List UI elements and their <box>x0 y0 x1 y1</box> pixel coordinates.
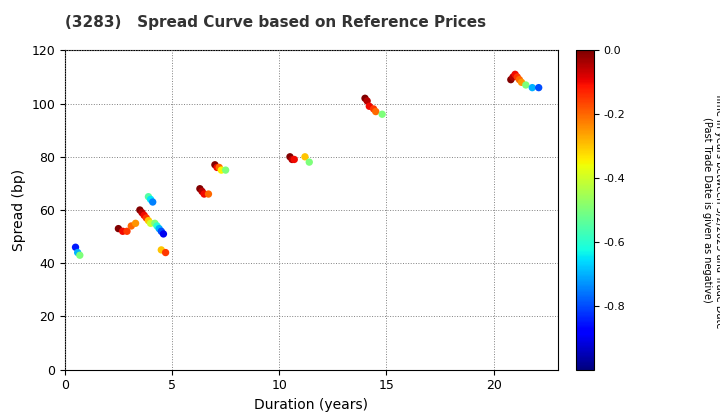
Point <box>533 84 544 91</box>
Point <box>526 84 538 91</box>
Point <box>516 79 527 86</box>
Point <box>509 71 521 78</box>
Point <box>194 185 206 192</box>
Point <box>211 164 222 171</box>
Point <box>213 164 225 171</box>
Point <box>140 215 152 221</box>
Point <box>359 95 371 102</box>
Point <box>134 207 145 213</box>
Point <box>304 159 315 165</box>
Point <box>117 228 128 235</box>
Point <box>370 108 382 115</box>
Point <box>300 153 311 160</box>
Point <box>149 220 161 227</box>
Point <box>72 249 84 256</box>
Point <box>112 225 124 232</box>
Point <box>147 199 158 205</box>
X-axis label: Duration (years): Duration (years) <box>254 398 369 412</box>
Point <box>209 161 220 168</box>
Point <box>130 220 141 227</box>
Point <box>145 196 156 203</box>
Point <box>377 111 388 118</box>
Point <box>220 167 231 173</box>
Point <box>289 156 300 163</box>
Point <box>199 191 210 197</box>
Point <box>70 244 81 251</box>
Point <box>505 76 516 83</box>
Point <box>197 188 208 195</box>
Point <box>143 217 154 224</box>
Point <box>368 105 379 112</box>
Point <box>513 76 525 83</box>
Point <box>158 231 169 237</box>
Point <box>203 191 215 197</box>
Text: (3283)   Spread Curve based on Reference Prices: (3283) Spread Curve based on Reference P… <box>65 15 486 30</box>
Y-axis label: Spread (bp): Spread (bp) <box>12 169 26 251</box>
Point <box>138 212 150 219</box>
Point <box>287 156 298 163</box>
Point <box>121 228 132 235</box>
Point <box>520 81 531 88</box>
Point <box>136 209 148 216</box>
Point <box>156 228 167 235</box>
Point <box>151 223 163 229</box>
Point <box>160 249 171 256</box>
Point <box>153 225 165 232</box>
Point <box>215 167 227 173</box>
Point <box>74 252 86 259</box>
Point <box>143 193 154 200</box>
Point <box>145 220 156 227</box>
Text: Time in years between 5/2/2025 and Trade Date
(Past Trade Date is given as negat: Time in years between 5/2/2025 and Trade… <box>702 92 720 328</box>
Point <box>507 74 518 80</box>
Point <box>125 223 137 229</box>
Point <box>511 74 523 80</box>
Point <box>156 247 167 253</box>
Point <box>361 97 373 104</box>
Point <box>284 153 296 160</box>
Point <box>364 103 375 110</box>
